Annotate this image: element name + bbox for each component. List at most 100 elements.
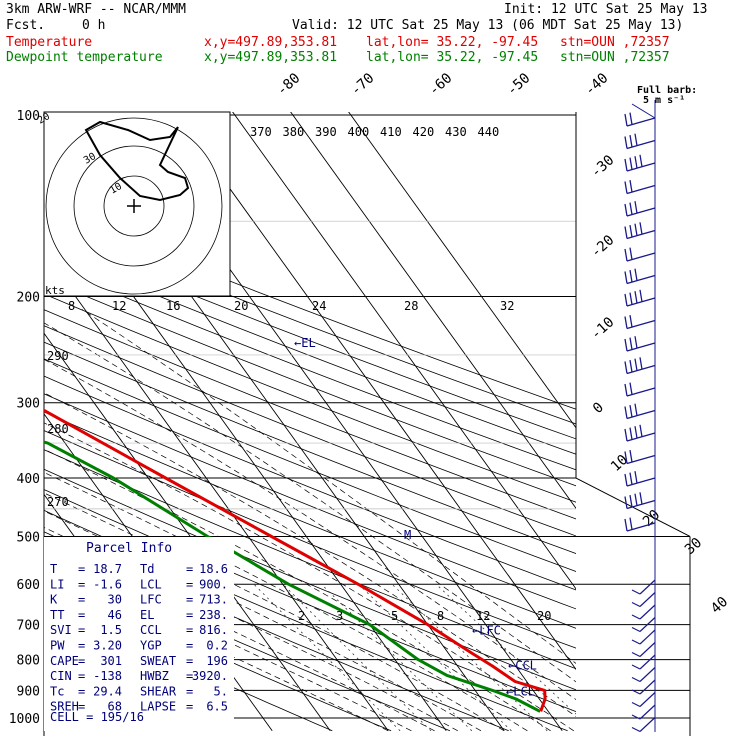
parcel-cell-4: = xyxy=(186,623,193,637)
moist-adiabat xyxy=(44,472,528,732)
wind-barb xyxy=(639,692,656,707)
level-marker-el: ←EL xyxy=(294,336,316,350)
forecast-hour: 0 h xyxy=(82,18,106,33)
wind-barb-flag xyxy=(634,426,638,439)
wind-barb-flag xyxy=(629,314,633,328)
wind-barb-flag xyxy=(629,157,633,170)
wind-barb-flag xyxy=(631,639,641,645)
parcel-cell-0: LI xyxy=(50,577,64,591)
mixing-ratio-label: 8 xyxy=(437,609,444,623)
level-marker-m: M xyxy=(404,528,411,542)
parcel-cell-2: 68 xyxy=(108,700,122,714)
parcel-cell-1: = xyxy=(78,700,85,714)
wind-barb-flag xyxy=(629,427,633,440)
temperature-legend-name: Temperature xyxy=(6,35,93,50)
dewpoint-legend-xy: x,y=497.89,353.81 xyxy=(204,50,338,65)
wind-barb-flag xyxy=(631,664,641,670)
wind-barb xyxy=(626,117,656,127)
wind-barb-flag xyxy=(629,494,633,508)
wind-barb xyxy=(639,604,656,620)
wind-barb-flag xyxy=(634,133,638,146)
forecast-label: Fcst. xyxy=(6,18,46,33)
dry-adiabat xyxy=(44,393,576,610)
wind-barb-flag xyxy=(634,493,638,506)
dewpoint-legend-stn: stn=OUN ,72357 xyxy=(560,50,670,65)
wind-barb xyxy=(626,297,656,307)
hodograph-kts-label: kts xyxy=(45,284,65,297)
wind-barb-flag xyxy=(631,676,641,683)
parcel-cell-5: 3920. xyxy=(192,669,228,683)
wind-barb xyxy=(626,387,656,397)
parcel-cell-0: CIN xyxy=(50,669,72,683)
pressure-label: 1000 xyxy=(9,712,40,727)
parcel-cell-5: 196 xyxy=(206,654,228,668)
wind-barb-flag xyxy=(631,651,641,658)
wind-barb-flag xyxy=(629,292,633,305)
wind-barb-flag xyxy=(639,222,643,235)
parcel-cell-5: 816. xyxy=(199,623,228,637)
temperature-legend-latlon: lat,lon= 35.22, -97.45 xyxy=(366,35,539,50)
dry-adiabat xyxy=(44,341,576,554)
theta-label: 380 xyxy=(283,125,305,139)
parcel-info-title: Parcel Info xyxy=(86,541,172,556)
dry-adiabat xyxy=(44,206,576,410)
dry-adiabat xyxy=(44,325,576,537)
parcel-cell-3: SWEAT xyxy=(140,654,176,668)
isotherm-label: 0 xyxy=(590,399,607,417)
wind-barb xyxy=(626,499,656,510)
isotherm-label: -10 xyxy=(588,314,618,343)
wind-barb-flag xyxy=(624,316,628,329)
parcel-cell-5: 713. xyxy=(199,593,228,607)
mixing-ratio-line xyxy=(435,583,576,715)
wind-barb-flag xyxy=(634,201,638,214)
dry-adiabat xyxy=(44,411,576,629)
wind-barb-flag xyxy=(629,382,633,395)
parcel-cell-1: = xyxy=(78,669,85,683)
wind-barb-flag xyxy=(624,136,628,149)
parcel-cell-0: K xyxy=(50,593,58,607)
wind-barb xyxy=(626,409,656,420)
wind-barb-flag xyxy=(634,156,638,169)
wind-barb xyxy=(626,454,656,465)
hodograph-ring-label: 30 xyxy=(82,151,98,167)
wind-barb-flag xyxy=(629,517,633,530)
wind-barb-flag xyxy=(629,359,633,373)
parcel-cell-3: YGP xyxy=(140,639,162,653)
wind-barb-flag xyxy=(639,492,643,505)
dewpoint-profile xyxy=(44,440,541,713)
dry-adiabat xyxy=(44,293,576,503)
parcel-cell-5: 900. xyxy=(199,577,228,591)
isotherm-line xyxy=(44,332,331,732)
theta-label: 370 xyxy=(250,125,272,139)
wind-barb-flag xyxy=(624,406,628,419)
wind-barb-flag xyxy=(631,626,641,633)
pressure-label: 900 xyxy=(17,684,40,699)
model-title: 3km ARW-WRF -- NCAR/MMM xyxy=(6,2,187,17)
parcel-cell-3: LAPSE xyxy=(140,700,176,714)
mixing-ratio-line xyxy=(282,583,432,732)
wind-barb-flag xyxy=(629,112,633,125)
wind-barb xyxy=(626,229,656,240)
parcel-cell-3: CCL xyxy=(140,623,162,637)
wind-barb-flag xyxy=(629,449,633,463)
theta-label: 410 xyxy=(380,125,402,139)
wind-barb-flag xyxy=(629,337,633,350)
hodograph-ring xyxy=(73,145,195,267)
isotherm-label: 30 xyxy=(682,535,705,558)
pressure-label: 100 xyxy=(17,109,40,124)
parcel-cell-3: HWBZ xyxy=(140,669,169,683)
hodograph-ring-label: 10 xyxy=(108,181,124,197)
pressure-label: 700 xyxy=(17,619,40,634)
parcel-cell-1: = xyxy=(78,639,85,653)
isotherm-label: -80 xyxy=(274,70,304,99)
wind-barb xyxy=(626,342,656,352)
wind-barb xyxy=(626,139,656,150)
theta-e-label: 290 xyxy=(47,349,69,363)
upper-mixing-label: 28 xyxy=(404,299,418,313)
parcel-cell-0: CAPE xyxy=(50,654,79,668)
moist-adiabat xyxy=(44,555,412,732)
wind-barb xyxy=(639,629,656,645)
parcel-cell-2: 3.20 xyxy=(93,639,122,653)
mixing-ratio-label: 3 xyxy=(336,609,343,623)
dewpoint-legend-latlon: lat,lon= 35.22, -97.45 xyxy=(366,50,539,65)
